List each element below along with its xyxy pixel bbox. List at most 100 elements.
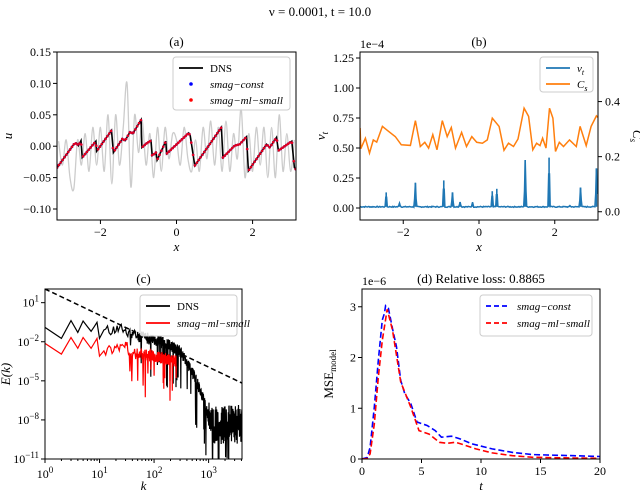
series-smag-ml-small-marker <box>109 129 113 133</box>
x-tick-label: −2 <box>94 225 107 239</box>
y-tick-label: 1.00 <box>333 81 354 95</box>
series-smag-ml-small-marker <box>100 142 104 146</box>
series-smag-ml-small-marker <box>137 121 141 125</box>
x-tick-label: 10 <box>475 464 487 478</box>
legend-marker <box>189 82 193 86</box>
plot-area <box>57 81 296 192</box>
series-smag-ml-small-marker <box>165 152 169 155</box>
series-smag-ml-small-marker <box>214 134 217 138</box>
y-tick-label: 10−11 <box>13 450 39 466</box>
series-smag-ml-small-marker <box>65 153 68 156</box>
legend-label: smag−const <box>517 301 572 313</box>
series-smag-ml-small-marker <box>203 150 206 154</box>
figure-title: ν = 0.0001, t = 10.0 <box>269 4 371 19</box>
series-smag-ml-small-marker <box>230 146 234 150</box>
subplot-title: (d) Relative loss: 0.8865 <box>417 271 545 286</box>
legend-label: smag−const <box>210 79 265 91</box>
legend-box <box>172 56 291 111</box>
series-smag-ml-small-marker <box>260 149 264 153</box>
y-tick-label: 0 <box>350 452 356 466</box>
x-tick-label: 101 <box>91 465 108 481</box>
series-smag-ml-small-marker <box>285 143 288 147</box>
x-tick-label: 0 <box>476 225 482 239</box>
y-tick-label: 0.10 <box>30 76 51 90</box>
series-smag-ml-small-marker <box>87 148 91 151</box>
series-smag-ml-small-line <box>45 336 177 401</box>
series-smag-ml-small-marker <box>258 152 262 155</box>
x-tick-label: 15 <box>535 464 547 478</box>
panel-c: (c) 100 101 102 103 101 10−2 10−5 10−8 10−11 k E(k)… <box>0 271 250 493</box>
series-smag-ml-small-marker <box>216 131 219 135</box>
series-smag-ml-small-marker <box>93 141 96 145</box>
panel-b: (b) −2 0 2 0.00 0.25 0.50 0.75 1.00 1.25 0.0 0.2 0.4… <box>313 34 640 254</box>
subplot-title: (c) <box>136 271 150 286</box>
series-smag-ml-small-marker <box>132 131 135 134</box>
series-smag-ml-small-marker <box>139 118 143 122</box>
series-smag-ml-small-marker <box>68 148 72 151</box>
y-tick-label: 10−5 <box>17 372 39 388</box>
series-smag-ml-small-marker <box>191 153 195 157</box>
axis-offset-text: 1e−6 <box>362 274 386 288</box>
series-smag-ml-small-marker <box>81 155 85 158</box>
series-smag-ml-small-marker <box>188 132 191 136</box>
series-smag-ml-small-marker <box>169 148 173 152</box>
series-smag-ml-small-marker <box>85 150 89 154</box>
series-smag-ml-small-marker <box>253 160 256 163</box>
series-smag-ml-small-marker <box>186 132 189 136</box>
series-smag-ml-small-marker <box>162 145 165 148</box>
series-smag-ml-small-marker <box>57 163 61 167</box>
series-smag-ml-small-marker <box>195 161 199 164</box>
series-smag-ml-small-marker <box>255 157 258 161</box>
series-smag-ml-small-marker <box>148 139 152 143</box>
y-tick-label: 1 <box>350 401 356 415</box>
series-smag-ml-small-marker <box>247 168 251 172</box>
series-smag-ml-small-marker <box>79 143 83 146</box>
series-smag-ml-small-marker <box>96 147 100 151</box>
x-tick-label: 5 <box>419 464 425 478</box>
plot-area <box>360 106 598 209</box>
series-smag-ml-small-marker <box>240 140 243 144</box>
series-smag-ml-small-marker <box>147 140 150 144</box>
subplot-title: (a) <box>169 34 183 49</box>
legend-box <box>479 294 593 337</box>
series-smag-ml-small-marker <box>178 139 182 143</box>
series-smag-ml-small-marker <box>59 161 63 164</box>
y-right-tick-label: 0.4 <box>605 95 620 109</box>
series-smag-ml-small-marker <box>227 150 230 154</box>
series-smag-ml-small-marker <box>154 151 158 154</box>
series-smag-ml-small-marker <box>171 146 174 150</box>
x-tick-label: 103 <box>200 465 217 481</box>
y-tick-label: 101 <box>23 294 40 310</box>
legend: smag−const smag−ml−small <box>479 294 593 337</box>
series-smag-ml-small-marker <box>115 146 119 149</box>
legend-label: smag−ml−small <box>210 95 283 107</box>
series-smag-ml-small-marker <box>102 140 105 143</box>
series-smag-ml-small-marker <box>167 150 171 153</box>
series-smag-ml-small-marker <box>197 158 201 162</box>
series-smag-ml-small-marker <box>281 146 284 149</box>
series-smag-ml-small-marker <box>89 146 92 149</box>
series-smag-ml-small-marker <box>225 152 228 155</box>
series-smag-ml-small-marker <box>238 142 242 146</box>
series-smag-ml-small-marker <box>61 158 64 162</box>
series-smag-ml-small-marker <box>212 137 215 140</box>
series-smag-ml-small-marker <box>245 147 249 151</box>
series-smag-ml-small-line <box>362 309 600 459</box>
axes-frame <box>56 51 297 221</box>
series-smag-ml-small-marker <box>264 144 268 147</box>
series-smag-ml-small-marker <box>283 145 286 148</box>
x-tick-label: 2 <box>552 225 558 239</box>
y-axis-label: u <box>0 132 15 139</box>
series-nut-line <box>360 159 598 209</box>
y-tick-label: 0.00 <box>30 139 51 153</box>
series-smag-ml-small-marker <box>145 142 148 145</box>
x-tick-label: 0 <box>174 225 180 239</box>
axes-frame <box>359 51 599 221</box>
y-tick-label: 0.00 <box>333 201 354 215</box>
series-smag-ml-small-marker <box>223 154 227 157</box>
series-smag-ml-small-marker <box>208 142 212 146</box>
series-smag-ml-small-marker <box>217 129 221 132</box>
y-tick-label: 10−8 <box>17 411 39 427</box>
series-smag-ml-small-marker <box>271 140 275 144</box>
series-smag-ml-small-marker <box>257 155 260 158</box>
